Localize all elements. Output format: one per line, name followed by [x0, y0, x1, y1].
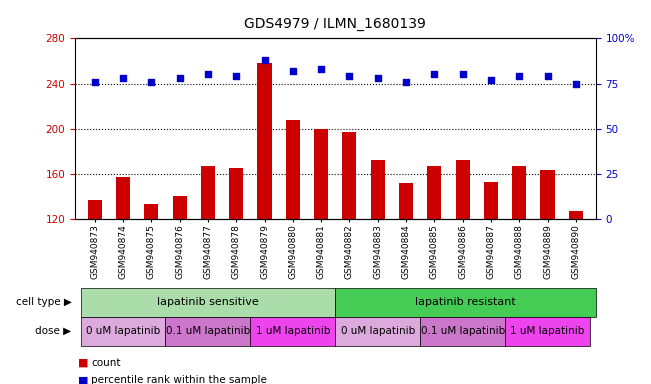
Text: 1 uM lapatinib: 1 uM lapatinib	[256, 326, 330, 336]
Text: cell type ▶: cell type ▶	[16, 297, 72, 308]
Point	[202, 71, 213, 78]
Text: ■: ■	[78, 358, 89, 368]
Point	[571, 81, 581, 87]
Bar	[165, 317, 251, 346]
Point	[174, 75, 185, 81]
Bar	[484, 182, 498, 219]
Bar	[505, 317, 590, 346]
Text: 0 uM lapatinib: 0 uM lapatinib	[86, 326, 160, 336]
Bar	[286, 120, 300, 219]
Bar	[173, 196, 187, 219]
Bar	[116, 177, 130, 219]
Text: GDS4979 / ILMN_1680139: GDS4979 / ILMN_1680139	[244, 17, 426, 31]
Bar	[540, 170, 555, 219]
Point	[458, 71, 468, 78]
Point	[89, 79, 100, 85]
Bar	[88, 200, 102, 219]
Bar	[81, 288, 335, 317]
Bar	[201, 166, 215, 219]
Bar	[229, 168, 243, 219]
Bar	[456, 160, 470, 219]
Point	[542, 73, 553, 79]
Point	[146, 79, 156, 85]
Bar	[427, 166, 441, 219]
Text: count: count	[91, 358, 120, 368]
Point	[486, 77, 496, 83]
Point	[288, 68, 298, 74]
Bar	[314, 129, 328, 219]
Bar	[399, 183, 413, 219]
Bar	[335, 317, 420, 346]
Point	[344, 73, 355, 79]
Point	[231, 73, 242, 79]
Bar	[512, 166, 526, 219]
Point	[316, 66, 326, 72]
Bar	[257, 63, 271, 219]
Bar	[569, 211, 583, 219]
Point	[372, 75, 383, 81]
Point	[259, 57, 270, 63]
Text: 0.1 uM lapatinib: 0.1 uM lapatinib	[421, 326, 505, 336]
Bar	[251, 317, 335, 346]
Point	[514, 73, 525, 79]
Bar	[81, 317, 165, 346]
Text: lapatinib sensitive: lapatinib sensitive	[157, 297, 258, 308]
Point	[429, 71, 439, 78]
Point	[401, 79, 411, 85]
Bar	[145, 204, 158, 219]
Text: lapatinib resistant: lapatinib resistant	[415, 297, 516, 308]
Text: ■: ■	[78, 375, 89, 384]
Text: 0.1 uM lapatinib: 0.1 uM lapatinib	[166, 326, 250, 336]
Bar	[342, 132, 357, 219]
Bar	[335, 288, 596, 317]
Bar	[370, 160, 385, 219]
Bar	[420, 317, 505, 346]
Text: dose ▶: dose ▶	[36, 326, 72, 336]
Point	[118, 75, 128, 81]
Text: 1 uM lapatinib: 1 uM lapatinib	[510, 326, 585, 336]
Text: percentile rank within the sample: percentile rank within the sample	[91, 375, 267, 384]
Text: 0 uM lapatinib: 0 uM lapatinib	[340, 326, 415, 336]
